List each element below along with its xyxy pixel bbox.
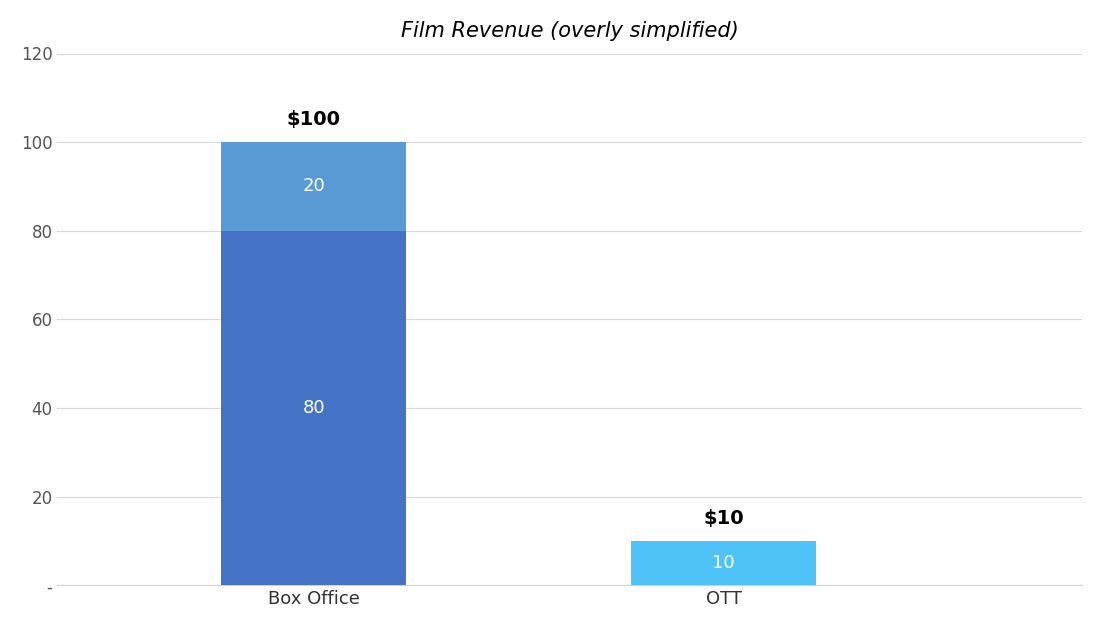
Text: $10: $10	[704, 509, 743, 528]
Text: 20: 20	[302, 177, 325, 196]
Text: 10: 10	[713, 554, 735, 572]
Title: Film Revenue (overly simplified): Film Revenue (overly simplified)	[400, 21, 739, 41]
Bar	[222, 142, 406, 231]
Text: 80: 80	[302, 399, 325, 417]
Bar	[631, 541, 816, 586]
Bar	[222, 231, 406, 586]
Text: $100: $100	[287, 110, 341, 129]
